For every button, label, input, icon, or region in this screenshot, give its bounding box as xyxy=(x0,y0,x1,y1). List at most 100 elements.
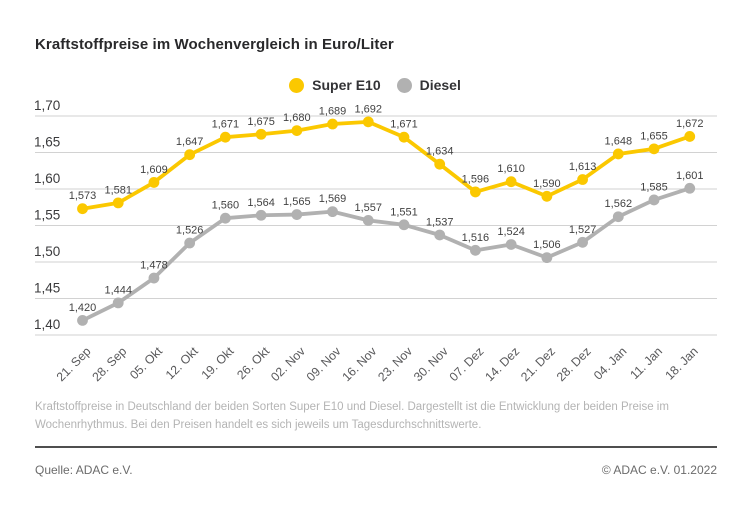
data-point xyxy=(470,244,481,256)
super-e10-dot-icon xyxy=(289,77,305,93)
data-point xyxy=(577,174,588,185)
data-point-label: 1,596 xyxy=(462,173,490,185)
line-chart-svg: 1,70 1,65 1,60 1,55 1,50 1,45 1,40 1,420 1,444 1,… xyxy=(34,98,717,384)
data-point-label: 1,692 xyxy=(354,103,382,115)
data-point-label: 1,648 xyxy=(605,135,633,147)
x-axis-tick-label: 02. Nov xyxy=(268,344,308,384)
y-axis-tick-label: 1,50 xyxy=(34,244,60,259)
data-point-label: 1,526 xyxy=(176,225,204,237)
data-point xyxy=(434,229,446,241)
data-point xyxy=(291,209,303,220)
data-point xyxy=(77,315,88,326)
line-chart: 1,70 1,65 1,60 1,55 1,50 1,45 1,40 1,420 1,444 1,… xyxy=(34,98,717,384)
x-axis-tick-label: 30. Nov xyxy=(411,344,451,384)
legend-item-diesel: Diesel xyxy=(396,77,461,93)
data-point-label: 1,557 xyxy=(354,202,382,214)
data-point xyxy=(434,158,446,170)
data-point-label: 1,569 xyxy=(319,193,347,205)
x-axis-tick-label: 21. Dez xyxy=(518,344,558,384)
data-point-label: 1,585 xyxy=(640,181,668,193)
data-point xyxy=(184,237,196,249)
footer: Quelle: ADAC e.V. © ADAC e.V. 01.2022 xyxy=(35,463,717,477)
data-point-label: 1,506 xyxy=(533,239,561,251)
data-point-label: 1,524 xyxy=(497,226,525,238)
data-point-label: 1,601 xyxy=(676,170,704,182)
data-point xyxy=(184,149,196,161)
data-point xyxy=(362,116,374,128)
x-axis-tick-label: 07. Dez xyxy=(447,344,487,384)
legend-label-super-e10: Super E10 xyxy=(312,77,381,93)
data-point-label: 1,537 xyxy=(426,216,454,228)
data-point xyxy=(255,128,267,140)
data-point xyxy=(470,186,481,198)
y-axis-tick-label: 1,60 xyxy=(34,171,60,186)
source-text: Quelle: ADAC e.V. xyxy=(35,463,133,477)
data-point-label: 1,564 xyxy=(247,197,275,209)
data-point-label: 1,671 xyxy=(212,119,240,131)
y-axis-tick-label: 1,40 xyxy=(34,317,60,332)
y-axis-tick-label: 1,65 xyxy=(34,135,60,150)
data-point xyxy=(219,131,231,143)
footer-divider xyxy=(35,446,717,448)
data-point xyxy=(219,212,231,224)
data-point-label: 1,527 xyxy=(569,224,597,236)
data-point-label: 1,689 xyxy=(319,106,347,118)
x-axis-tick-label: 04. Jan xyxy=(591,344,630,383)
data-point-label: 1,562 xyxy=(605,198,633,210)
data-point xyxy=(398,219,410,231)
x-axis-tick-label: 28. Dez xyxy=(554,344,594,384)
data-point-label: 1,675 xyxy=(247,116,275,128)
data-point xyxy=(327,118,338,130)
data-point-label: 1,655 xyxy=(640,130,668,142)
data-point-label: 1,478 xyxy=(140,260,168,272)
data-point xyxy=(505,239,517,250)
data-point xyxy=(612,148,624,160)
data-point-label: 1,573 xyxy=(69,190,97,202)
data-point-label: 1,444 xyxy=(104,284,132,296)
data-point-label: 1,420 xyxy=(69,302,97,314)
data-point xyxy=(112,297,124,309)
data-point xyxy=(77,203,88,215)
data-point-label: 1,610 xyxy=(497,163,525,175)
x-axis-tick-label: 19. Okt xyxy=(199,344,237,382)
chart-title: Kraftstoffpreise im Wochenvergleich in E… xyxy=(35,36,394,53)
data-point xyxy=(112,197,124,209)
x-axis-tick-label: 16. Nov xyxy=(340,344,380,384)
series-line-diesel xyxy=(80,186,692,323)
data-point xyxy=(541,252,553,264)
data-point xyxy=(541,190,553,202)
data-point xyxy=(684,131,696,142)
y-axis-tick-label: 1,45 xyxy=(34,281,60,296)
x-axis-tick-label: 11. Jan xyxy=(627,344,665,382)
data-point-label: 1,672 xyxy=(676,118,704,130)
data-point-label: 1,671 xyxy=(390,119,418,131)
data-point xyxy=(148,272,160,284)
legend-label-diesel: Diesel xyxy=(419,77,461,93)
x-axis-tick-label: 18. Jan xyxy=(662,344,701,383)
data-point xyxy=(291,125,303,136)
data-point xyxy=(648,143,660,155)
data-point xyxy=(255,209,267,221)
series-line-super-e10 xyxy=(80,119,692,211)
x-axis-tick-label: 28. Sep xyxy=(89,344,129,384)
x-axis-tick-label: 12. Okt xyxy=(163,344,201,382)
legend-item-super-e10: Super E10 xyxy=(289,77,381,93)
x-axis-tick-label: 26. Okt xyxy=(234,344,272,382)
copyright-text: © ADAC e.V. 01.2022 xyxy=(601,463,717,477)
data-point xyxy=(327,206,338,218)
data-point-label: 1,565 xyxy=(283,196,311,208)
data-point xyxy=(612,211,624,223)
data-point xyxy=(148,177,160,188)
data-point-label: 1,609 xyxy=(140,164,168,176)
data-point-label: 1,647 xyxy=(176,136,204,148)
data-point-label: 1,560 xyxy=(212,200,240,212)
diesel-dot-icon xyxy=(396,77,412,93)
x-axis-tick-label: 05. Okt xyxy=(127,344,165,382)
data-point-label: 1,680 xyxy=(283,112,311,124)
y-axis-tick-label: 1,55 xyxy=(34,208,60,223)
data-point-label: 1,613 xyxy=(569,161,597,173)
data-point-label: 1,551 xyxy=(390,206,418,218)
data-point xyxy=(362,214,374,226)
data-point-label: 1,581 xyxy=(104,184,132,196)
